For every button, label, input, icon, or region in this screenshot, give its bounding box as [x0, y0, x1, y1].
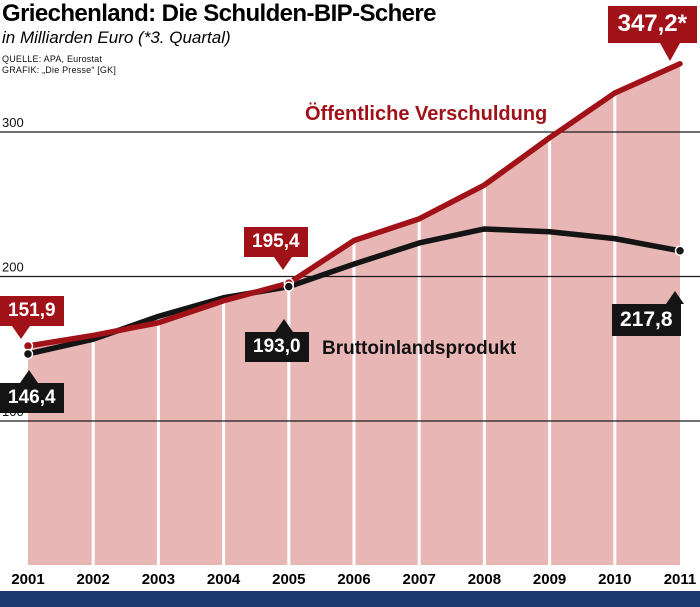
gdp-line [25, 226, 683, 357]
xtick-label: 2009 [533, 571, 566, 588]
callout-gdp-2001-value: 146,4 [8, 387, 56, 408]
callout-debt-2001: 151,9 [0, 296, 64, 339]
callout-debt-2005-value: 195,4 [252, 231, 300, 252]
callout-gdp-2005-value: 193,0 [253, 336, 301, 357]
xtick-label: 2003 [142, 571, 175, 588]
callout-pointer-up [666, 291, 684, 304]
callout-debt-2005: 195,4 [244, 227, 308, 270]
xtick-label: 2008 [468, 571, 501, 588]
ytick-label: 300 [2, 115, 24, 130]
xtick-label: 2011 [664, 571, 697, 588]
xtick-label: 2001 [11, 571, 44, 588]
callout-pointer-down [12, 326, 30, 339]
chart-subtitle: in Milliarden Euro (*3. Quartal) [2, 28, 231, 47]
callout-pointer-down [274, 257, 292, 270]
series-label-gdp: Bruttoinlandsprodukt [322, 338, 517, 359]
xtick-label: 2010 [598, 571, 631, 588]
callout-gdp-2011: 217,8 [612, 291, 684, 336]
callout-pointer-up [275, 319, 293, 332]
callout-gdp-2001: 146,4 [0, 370, 64, 413]
xtick-label: 2004 [207, 571, 241, 588]
debt-line [25, 61, 683, 349]
xtick-label: 2006 [337, 571, 370, 588]
callout-debt-2001-value: 151,9 [8, 300, 56, 321]
data-point [22, 348, 34, 360]
callout-pointer-up [20, 370, 38, 383]
xtick-label: 2007 [403, 571, 436, 588]
ytick-label: 200 [2, 260, 24, 275]
data-point [674, 245, 686, 257]
callout-gdp-2005: 193,0 [245, 319, 309, 362]
chart-title: Griechenland: Die Schulden-BIP-Schere [2, 0, 437, 27]
source-line: QUELLE: APA, Eurostat [2, 54, 103, 64]
callout-debt-2011-value: 347,2* [617, 10, 687, 37]
credit-line: GRAFIK: „Die Presse“ [GK] [2, 65, 117, 75]
xtick-label: 2005 [272, 571, 305, 588]
callout-gdp-2011-value: 217,8 [620, 308, 673, 331]
callout-debt-2011: 347,2* [607, 6, 697, 61]
bottom-bar [0, 591, 700, 607]
xtick-label: 2002 [77, 571, 110, 588]
callout-pointer-down [659, 43, 680, 61]
data-point [283, 281, 295, 292]
series-label-debt: Öffentliche Verschuldung [305, 103, 548, 125]
